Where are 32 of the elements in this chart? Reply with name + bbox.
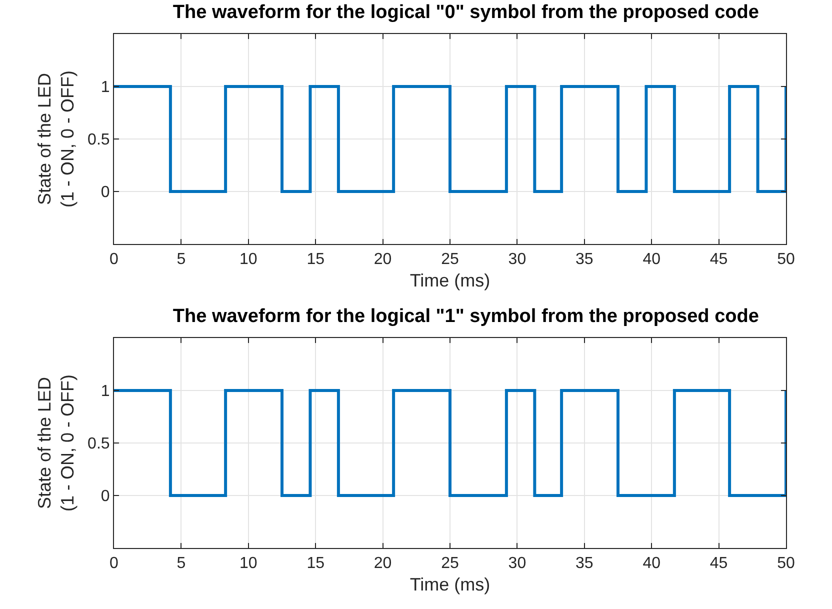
- y-tick-label: 0: [100, 488, 110, 506]
- x-tick-label: 40: [642, 251, 661, 268]
- x-tick-label: 5: [176, 555, 186, 572]
- y-tick-label: 0.5: [88, 132, 110, 149]
- x-tick-label: 50: [777, 251, 795, 268]
- y-tick-label: 0: [100, 184, 110, 202]
- x-tick-label: 10: [240, 251, 258, 268]
- x-tick-label: 25: [441, 251, 459, 268]
- x-tick-label: 5: [176, 251, 186, 268]
- x-tick-label: 25: [441, 555, 459, 572]
- y-tick-label: 1: [100, 383, 110, 400]
- chart-title: The waveform for the logical "1" symbol from the proposed code: [172, 306, 759, 327]
- x-axis-title: Time (ms): [410, 574, 490, 594]
- x-tick-label: 20: [374, 251, 392, 268]
- x-tick-label: 45: [710, 555, 728, 572]
- x-tick-label: 45: [710, 251, 728, 268]
- x-tick-label: 40: [642, 555, 661, 572]
- chart-title: The waveform for the logical "0" symbol from the proposed code: [172, 2, 759, 23]
- x-tick-label: 30: [508, 251, 526, 268]
- x-tick-label: 15: [306, 251, 325, 268]
- y-axis-title: State of the LED (1 - ON, 0 - OFF): [34, 374, 78, 512]
- y-axis-title: State of the LED (1 - ON, 0 - OFF): [34, 70, 78, 208]
- x-tick-label: 30: [508, 555, 526, 572]
- x-tick-label: 35: [576, 251, 594, 268]
- x-axis-title: Time (ms): [410, 270, 490, 290]
- x-tick-label: 15: [306, 555, 325, 572]
- x-tick-label: 10: [240, 555, 258, 572]
- x-tick-label: 50: [777, 555, 795, 572]
- x-tick-label: 20: [374, 555, 392, 572]
- y-tick-label: 0.5: [88, 436, 110, 453]
- x-tick-label: 35: [576, 555, 594, 572]
- y-tick-label: 1: [100, 79, 110, 96]
